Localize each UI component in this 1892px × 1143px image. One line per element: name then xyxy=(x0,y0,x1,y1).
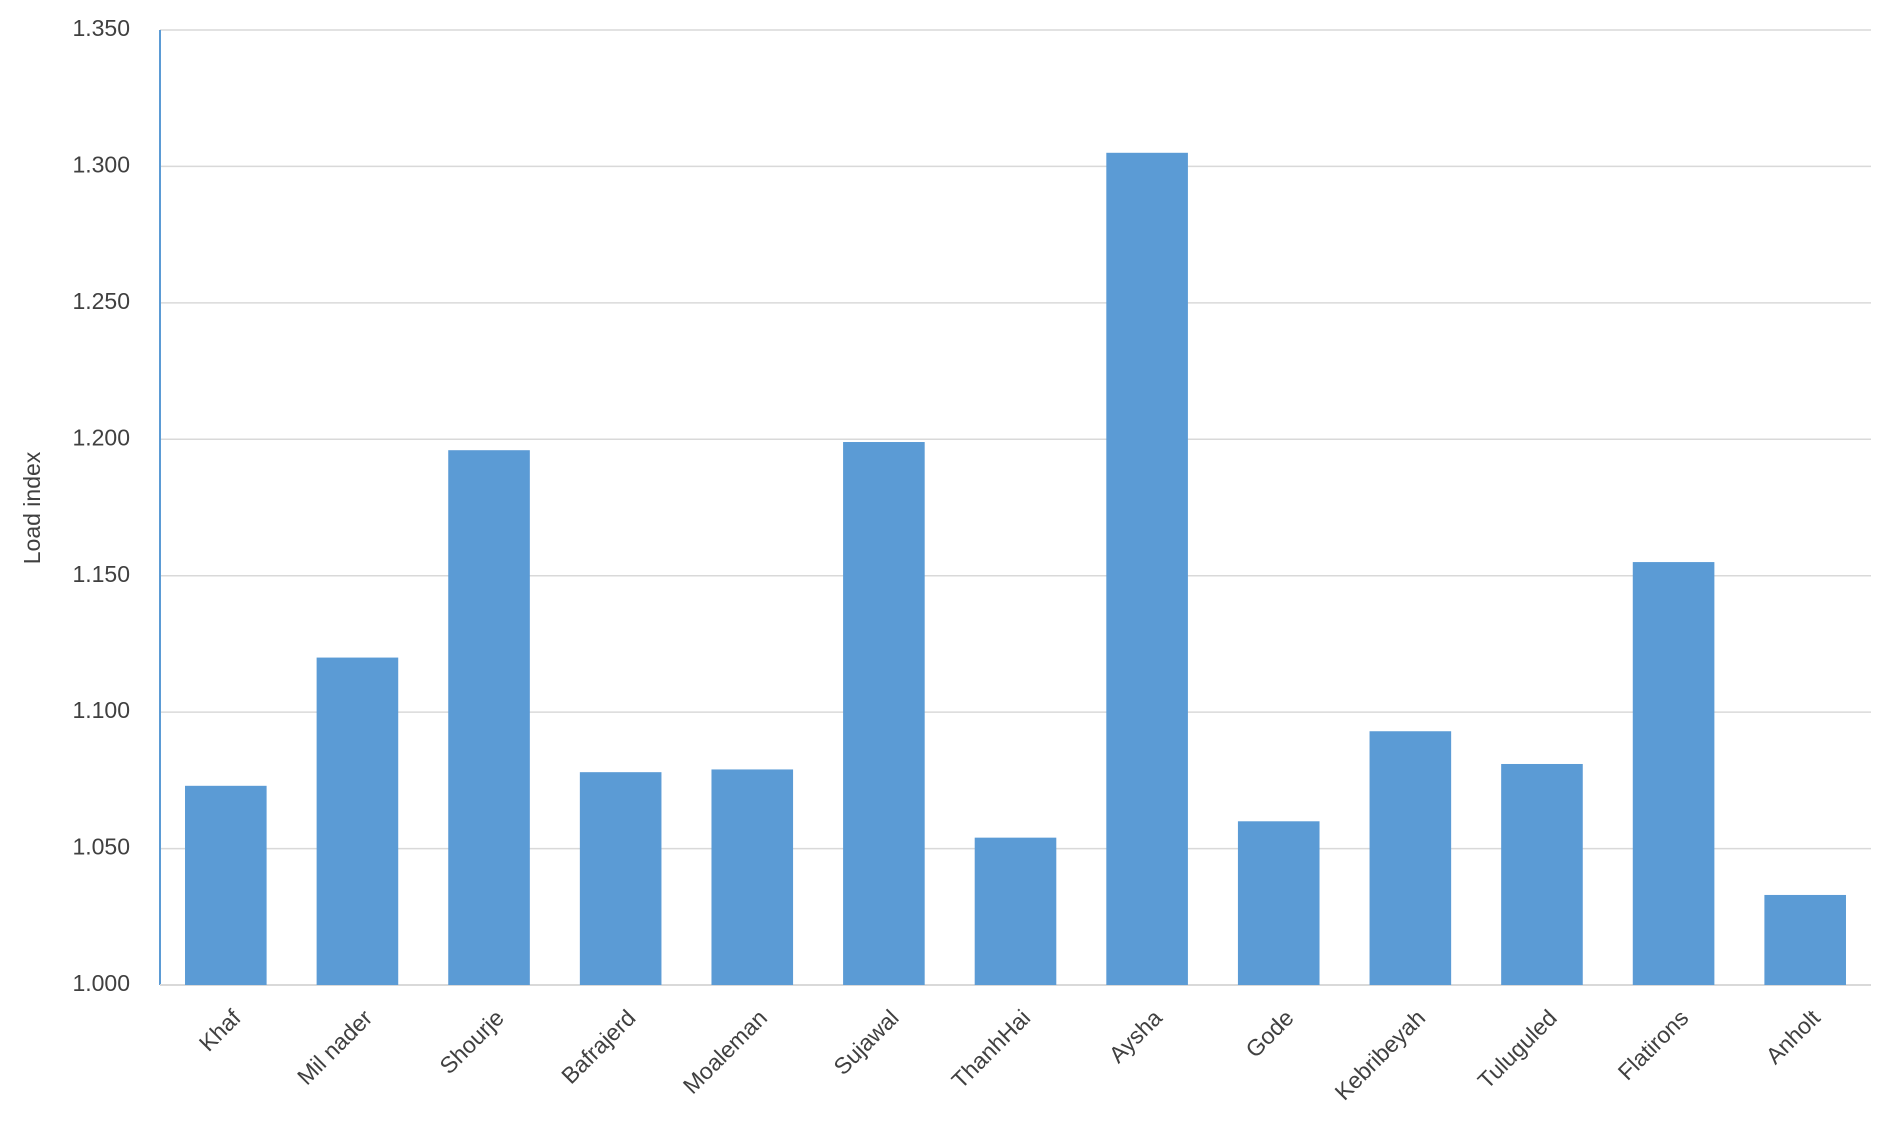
bar xyxy=(1501,763,1583,985)
y-tick-label: 1.150 xyxy=(72,561,130,587)
bar xyxy=(974,837,1057,985)
y-tick-label: 1.300 xyxy=(72,152,130,178)
bar xyxy=(316,657,399,985)
bar xyxy=(1764,894,1846,985)
x-tick-label: Flatirons xyxy=(1613,1004,1694,1085)
bar xyxy=(1369,731,1452,985)
bar xyxy=(185,785,267,985)
bar xyxy=(711,769,794,985)
bar xyxy=(448,450,530,985)
x-tick-label: Gode xyxy=(1240,1004,1298,1062)
y-axis-label: Load index xyxy=(19,451,45,564)
x-tick-label: Bafrajerd xyxy=(556,1004,640,1088)
x-tick-label: Khaf xyxy=(194,1004,246,1056)
x-tick-label: Sujawal xyxy=(828,1004,903,1079)
y-tick-label: 1.250 xyxy=(72,288,130,314)
y-tick-label: 1.000 xyxy=(72,970,130,996)
x-tick-label: Moaleman xyxy=(678,1004,772,1098)
x-tick-label: Mil nader xyxy=(292,1004,378,1090)
x-tick-label: Aysha xyxy=(1104,1004,1167,1067)
y-tick-label: 1.050 xyxy=(72,834,130,860)
y-tick-label: 1.100 xyxy=(72,697,130,723)
bar xyxy=(1632,562,1715,985)
x-tick-label: Anholt xyxy=(1761,1004,1826,1069)
bar xyxy=(1237,821,1320,985)
x-tick-label: Shourje xyxy=(434,1004,508,1078)
y-tick-label: 1.350 xyxy=(72,15,130,41)
y-tick-label: 1.200 xyxy=(72,424,130,450)
bar xyxy=(843,442,925,985)
x-tick-label: Kebribeyah xyxy=(1330,1004,1431,1105)
bar xyxy=(1106,152,1188,986)
bar xyxy=(579,772,662,985)
x-tick-label: Tuluguled xyxy=(1473,1004,1562,1093)
x-tick-label: ThanhHai xyxy=(946,1004,1035,1093)
